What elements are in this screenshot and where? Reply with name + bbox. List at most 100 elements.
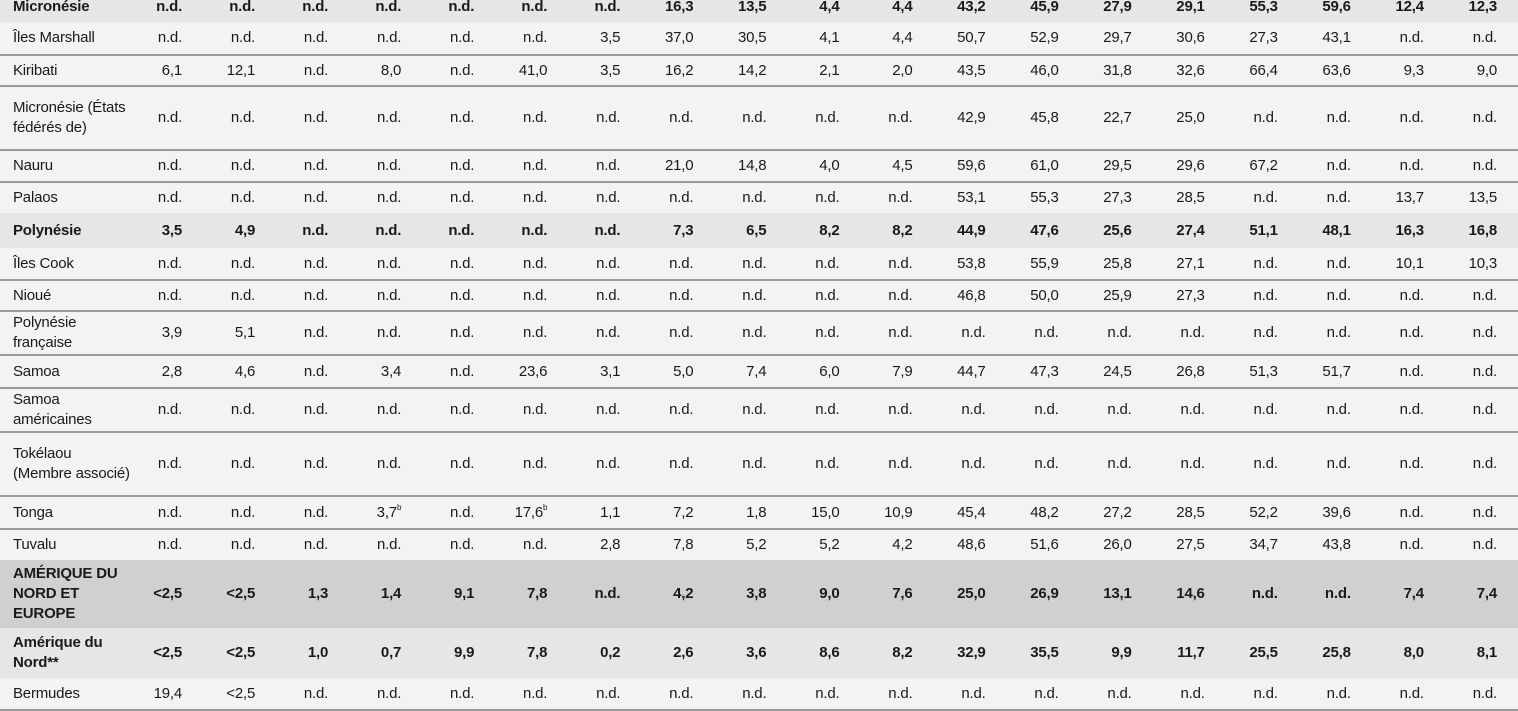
table-row: Palaos n.d. n.d. n.d. n.d. n.d. n.d. n.d. n.d. n.… — [0, 182, 1518, 213]
table-cell: n.d. — [1444, 355, 1518, 389]
table-cell: n.d. — [276, 529, 350, 560]
table-cell: n.d. — [1371, 388, 1445, 433]
table-cell: n.d. — [1444, 280, 1518, 312]
table-cell: 27,1 — [1152, 248, 1226, 281]
table-cell: 8,2 — [860, 628, 934, 678]
table-cell: 3,4 — [349, 355, 423, 389]
table-cell: 1,1 — [568, 496, 642, 530]
table-cell: n.d. — [349, 182, 423, 213]
table-cell: n.d. — [860, 432, 934, 497]
table-cell: n.d. — [787, 311, 861, 356]
table-cell: 32,6 — [1152, 55, 1226, 87]
table-cell: <2,5 — [203, 678, 277, 711]
table-cell: n.d. — [1298, 280, 1372, 312]
table-cell: 1,0 — [276, 628, 350, 678]
table-cell: n.d. — [1298, 432, 1372, 497]
table-cell: n.d. — [276, 0, 350, 22]
table-cell: n.d. — [276, 150, 350, 183]
table-cell: 4,0 — [787, 150, 861, 183]
table-cell: n.d. — [568, 432, 642, 497]
table-row: Nioué n.d. n.d. n.d. n.d. n.d. n.d. n.d. n.d. n.d… — [0, 280, 1518, 312]
table-cell: 0,2 — [568, 628, 642, 678]
table-cell: n.d. — [1444, 678, 1518, 711]
table-cell: n.d. — [130, 529, 204, 560]
table-cell: n.d. — [1444, 311, 1518, 356]
table-cell: 5,2 — [787, 529, 861, 560]
table-cell: n.d. — [422, 355, 496, 389]
table-cell: 7,6 — [860, 560, 934, 628]
table-cell: n.d. — [349, 388, 423, 433]
table-cell: 4,9 — [203, 213, 277, 248]
table-cell: 2,6 — [641, 628, 715, 678]
table-cell: 45,8 — [1006, 86, 1080, 151]
table-cell: 52,9 — [1006, 22, 1080, 56]
table-row: Îles Marshall n.d. n.d. n.d. n.d. n.d. n.d. 3,5… — [0, 22, 1518, 56]
table-cell: n.d. — [1298, 311, 1372, 356]
table-cell: n.d. — [1444, 496, 1518, 530]
table-cell: 15,0 — [787, 496, 861, 530]
table-cell: 25,8 — [1298, 628, 1372, 678]
table-cell: n.d. — [714, 248, 788, 281]
table-cell: n.d. — [203, 86, 277, 151]
table-cell: 43,2 — [933, 0, 1007, 22]
subregion-row: Amérique du Nord** <2,5 <2,5 1,0 0,7 9,9 7,8 0,… — [0, 628, 1518, 678]
table-cell: n.d. — [203, 248, 277, 281]
table-cell: 4,4 — [860, 0, 934, 22]
table-cell: n.d. — [276, 55, 350, 87]
table-cell: 27,5 — [1152, 529, 1226, 560]
table-cell: n.d. — [714, 388, 788, 433]
table-cell: n.d. — [130, 86, 204, 151]
table-cell: 2,8 — [568, 529, 642, 560]
table-cell: n.d. — [1006, 388, 1080, 433]
footnote-marker: b — [543, 502, 548, 512]
row-label: Nioué — [0, 280, 130, 312]
table-cell: n.d. — [1371, 22, 1445, 56]
table-cell: n.d. — [276, 182, 350, 213]
table-cell: n.d. — [1371, 432, 1445, 497]
table-cell: 29,1 — [1152, 0, 1226, 22]
table-cell: n.d. — [349, 22, 423, 56]
row-label: Tuvalu — [0, 529, 130, 560]
table-cell: n.d. — [1225, 678, 1299, 711]
table-cell: 53,8 — [933, 248, 1007, 281]
table-cell: n.d. — [1079, 678, 1153, 711]
table-cell: n.d. — [1298, 388, 1372, 433]
table-cell: n.d. — [1371, 496, 1445, 530]
table-cell: 21,0 — [641, 150, 715, 183]
table-cell: n.d. — [349, 0, 423, 22]
table-cell: n.d. — [1371, 678, 1445, 711]
table-cell: n.d. — [641, 86, 715, 151]
table-cell: n.d. — [422, 529, 496, 560]
table-cell: n.d. — [276, 311, 350, 356]
table-row: Tuvalu n.d. n.d. n.d. n.d. n.d. n.d. 2,8 7,8 5,2 5… — [0, 529, 1518, 560]
table-cell: n.d. — [495, 150, 569, 183]
table-cell: n.d. — [568, 560, 642, 628]
table-cell: 13,1 — [1079, 560, 1153, 628]
table-cell: n.d. — [422, 182, 496, 213]
table-cell: n.d. — [203, 496, 277, 530]
table-cell: n.d. — [422, 432, 496, 497]
table-cell: n.d. — [130, 280, 204, 312]
table-cell: <2,5 — [130, 628, 204, 678]
table-cell: 2,0 — [860, 55, 934, 87]
table-row: Micronésie (États fédérés de) n.d. n.d. n.d… — [0, 86, 1518, 151]
table-cell: n.d. — [422, 213, 496, 248]
table-cell: n.d. — [787, 280, 861, 312]
row-label: Îles Cook — [0, 248, 130, 281]
table-cell: 3,1 — [568, 355, 642, 389]
table-cell: n.d. — [422, 678, 496, 711]
table-cell: 12,3 — [1444, 0, 1518, 22]
table-cell: n.d. — [1444, 388, 1518, 433]
table-cell: 34,7 — [1225, 529, 1299, 560]
table-cell: 51,6 — [1006, 529, 1080, 560]
table-cell: 66,4 — [1225, 55, 1299, 87]
table-cell: 16,3 — [1371, 213, 1445, 248]
table-cell: 27,9 — [1079, 0, 1153, 22]
table-cell: n.d. — [568, 150, 642, 183]
table-cell: n.d. — [130, 150, 204, 183]
table-cell: 45,9 — [1006, 0, 1080, 22]
table-cell: n.d. — [422, 0, 496, 22]
table-cell: n.d. — [130, 0, 204, 22]
